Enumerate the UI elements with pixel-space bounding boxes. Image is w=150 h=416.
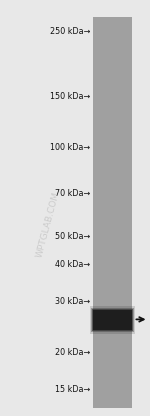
Bar bbox=[93, 17, 132, 408]
Bar bbox=[92, 309, 133, 331]
Text: WPTGLAB.COM: WPTGLAB.COM bbox=[35, 191, 61, 259]
Bar bbox=[93, 310, 132, 329]
Text: 100 kDa→: 100 kDa→ bbox=[50, 143, 90, 152]
Bar bbox=[91, 307, 134, 332]
Text: 50 kDa→: 50 kDa→ bbox=[55, 232, 90, 240]
Text: 40 kDa→: 40 kDa→ bbox=[55, 260, 90, 269]
Text: 15 kDa→: 15 kDa→ bbox=[55, 385, 90, 394]
Bar bbox=[90, 306, 135, 334]
Text: 150 kDa→: 150 kDa→ bbox=[50, 92, 90, 101]
Text: 20 kDa→: 20 kDa→ bbox=[55, 348, 90, 357]
Text: 30 kDa→: 30 kDa→ bbox=[55, 297, 90, 306]
Text: 250 kDa→: 250 kDa→ bbox=[50, 27, 90, 36]
Text: 70 kDa→: 70 kDa→ bbox=[55, 189, 90, 198]
